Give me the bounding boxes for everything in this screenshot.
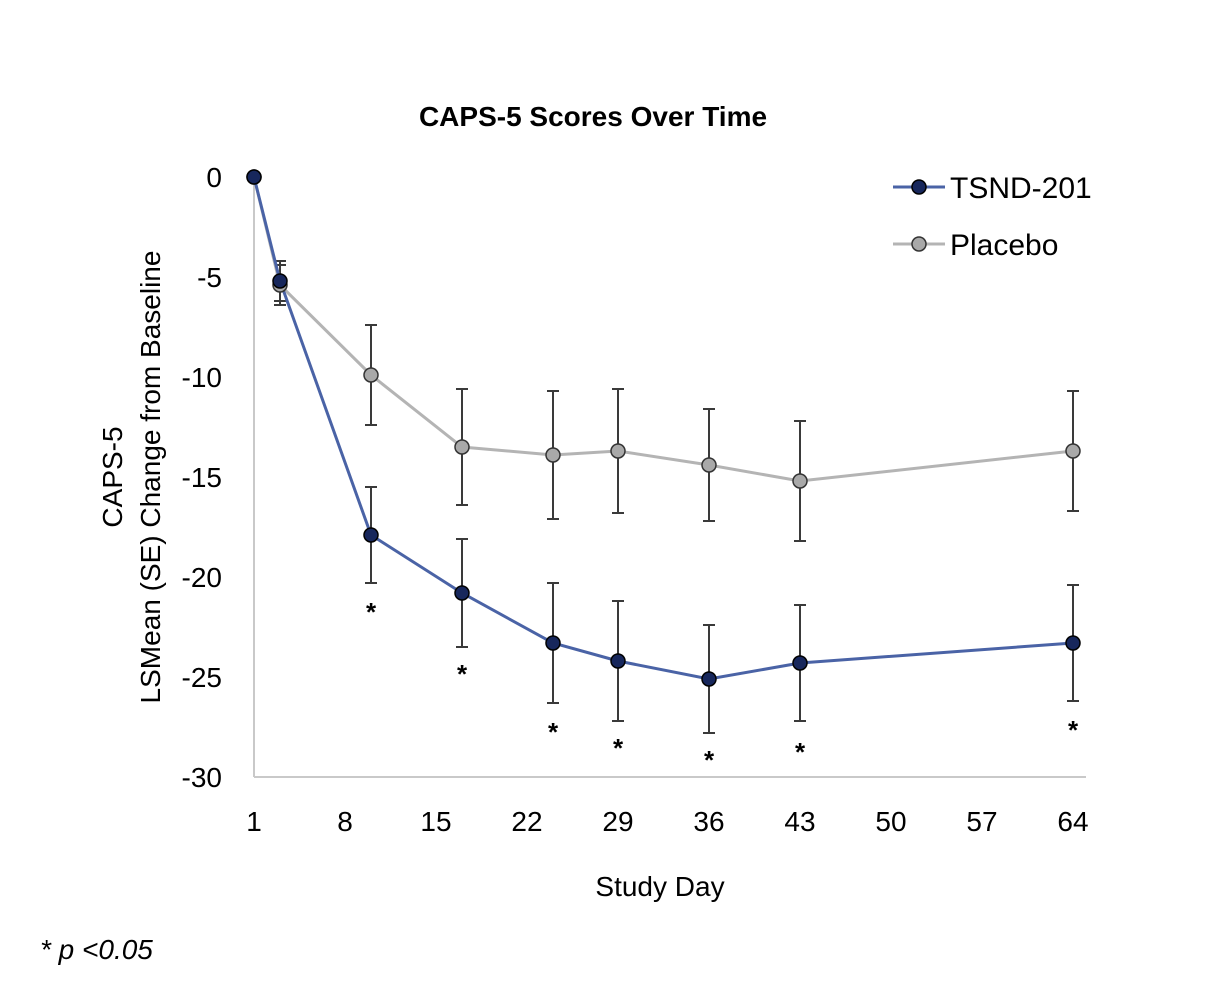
significance-star: *: [795, 737, 806, 767]
x-tick-label: 50: [875, 806, 906, 837]
data-point-tsnd-201: [246, 169, 262, 185]
x-tick-label: 36: [693, 806, 724, 837]
legend-label-tsnd-201: TSND-201: [950, 172, 1092, 205]
significance-star: *: [704, 745, 715, 775]
y-tick-label: -25: [182, 662, 222, 693]
data-point-tsnd-201: [363, 527, 379, 543]
data-point-placebo: [610, 443, 626, 459]
data-point-placebo: [792, 473, 808, 489]
data-point-tsnd-201: [454, 585, 470, 601]
x-tick-label: 8: [337, 806, 353, 837]
x-tick-label: 15: [420, 806, 451, 837]
data-point-placebo: [454, 439, 470, 455]
y-tick-label: -5: [197, 262, 222, 293]
data-point-tsnd-201: [610, 653, 626, 669]
significance-star: *: [1068, 715, 1079, 745]
data-point-tsnd-201: [1065, 635, 1081, 651]
significance-star: *: [548, 717, 559, 747]
data-point-tsnd-201: [545, 635, 561, 651]
error-bars: [274, 260, 1079, 734]
legend-marker-tsnd-201: [911, 179, 927, 195]
legend: TSND-201 Placebo: [893, 172, 1092, 262]
significance-star: *: [613, 733, 624, 763]
y-axis-label-line1: CAPS-5: [97, 426, 128, 527]
significance-markers: * * * * * * *: [366, 597, 1079, 775]
data-point-tsnd-201: [792, 655, 808, 671]
y-tick-label: -10: [182, 362, 222, 393]
legend-label-placebo: Placebo: [950, 229, 1058, 262]
x-tick-label: 64: [1057, 806, 1088, 837]
x-tick-label: 57: [966, 806, 997, 837]
x-tick-label: 22: [511, 806, 542, 837]
significance-star: *: [457, 659, 468, 689]
x-axis-ticks: 1 8 15 22 29 36 43 50 57 64: [246, 806, 1088, 837]
y-tick-label: -30: [182, 762, 222, 793]
y-axis-ticks: 0 -5 -10 -15 -20 -25 -30: [182, 162, 222, 793]
x-axis-label: Study Day: [595, 871, 724, 902]
data-point-tsnd-201: [272, 273, 288, 289]
y-axis-label-line2: LSMean (SE) Change from Baseline: [135, 251, 166, 704]
footnote: * p <0.05: [40, 934, 153, 965]
series-line-placebo: [252, 176, 1074, 483]
y-tick-label: -20: [182, 562, 222, 593]
y-tick-label: -15: [182, 462, 222, 493]
data-point-tsnd-201: [701, 671, 717, 687]
series-markers: [246, 169, 1081, 687]
legend-marker-placebo: [911, 236, 927, 252]
x-tick-label: 29: [602, 806, 633, 837]
chart-title: CAPS-5 Scores Over Time: [419, 101, 767, 132]
data-point-placebo: [701, 457, 717, 473]
data-point-placebo: [545, 447, 561, 463]
x-tick-label: 43: [784, 806, 815, 837]
significance-star: *: [366, 597, 377, 627]
data-point-placebo: [1065, 443, 1081, 459]
x-tick-label: 1: [246, 806, 262, 837]
data-point-placebo: [363, 367, 379, 383]
y-tick-label: 0: [206, 162, 222, 193]
